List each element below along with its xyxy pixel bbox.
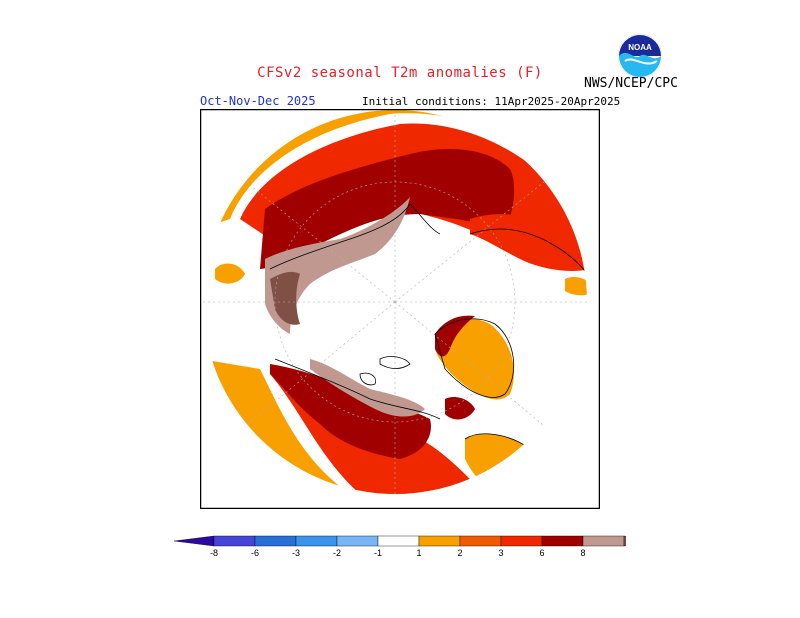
anomaly-orange-greenland xyxy=(435,318,514,400)
anomaly-orange-eurasia xyxy=(203,110,587,239)
colorbar-tick-label: -8 xyxy=(210,548,218,558)
colorbar-tick-label: 6 xyxy=(539,548,544,558)
colorbar-tick-label: -3 xyxy=(292,548,300,558)
colorbar-arrow-low xyxy=(174,535,215,547)
colorbar-bin xyxy=(295,535,338,547)
agency-label: NWS/NCEP/CPC xyxy=(584,76,678,91)
colorbar-tick-label: 8 xyxy=(580,548,585,558)
colorbar-bin xyxy=(582,535,625,547)
anomaly-pink-siberia xyxy=(265,197,410,334)
season-label: Oct-Nov-Dec 2025 xyxy=(200,94,316,108)
anomaly-pink-canada xyxy=(310,359,425,417)
colorbar-tick-label: -1 xyxy=(374,548,382,558)
anomaly-brown-siberia xyxy=(270,271,300,325)
anomaly-orange-patch-east xyxy=(565,277,587,296)
colorbar-tick-label: 1 xyxy=(416,548,421,558)
colorbar-bin xyxy=(541,535,584,547)
initial-conditions-label: Initial conditions: 11Apr2025-20Apr2025 xyxy=(362,95,621,108)
noaa-logo-text: NOAA xyxy=(628,43,652,52)
colorbar-tick-label: -2 xyxy=(333,548,341,558)
map-title: CFSv2 seasonal T2m anomalies (F) xyxy=(257,65,543,81)
colorbar-bin xyxy=(418,535,461,547)
colorbar-tick-label: -6 xyxy=(251,548,259,558)
polar-map xyxy=(200,109,600,509)
colorbar-bin xyxy=(459,535,502,547)
map-border xyxy=(200,109,600,509)
anomaly-red-europe xyxy=(470,214,587,271)
colorbar-tick-label: 2 xyxy=(457,548,462,558)
anomaly-darkred-eurasia xyxy=(260,149,515,269)
colorbar-bin xyxy=(213,535,256,547)
anomaly-orange-patch-west xyxy=(215,263,245,284)
anomaly-darkred-namerica xyxy=(270,364,431,459)
colorbar-arrow-high xyxy=(623,535,626,547)
colorbar-bin xyxy=(500,535,543,547)
colorbar-bin xyxy=(254,535,297,547)
colorbar: -8 -6 -3 -2 -1 1 2 3 6 8 xyxy=(174,535,626,558)
noaa-logo: NOAA xyxy=(617,33,663,79)
colorbar-bin xyxy=(336,535,379,547)
colorbar-tick-label: 3 xyxy=(498,548,503,558)
colorbar-bin xyxy=(377,535,420,547)
anomaly-darkred-hudson xyxy=(445,397,475,420)
